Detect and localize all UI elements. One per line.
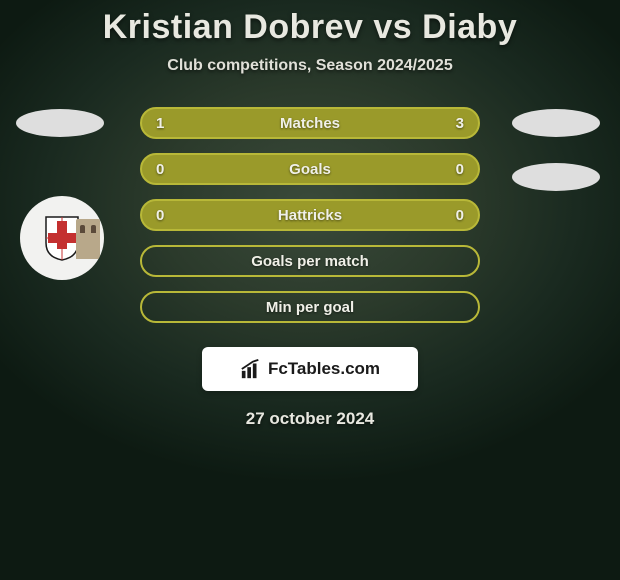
- subtitle: Club competitions, Season 2024/2025: [0, 57, 620, 75]
- stat-left-value: 0: [156, 161, 164, 178]
- page-title: Kristian Dobrev vs Diaby: [0, 8, 620, 47]
- stat-row-min-per-goal: Min per goal: [0, 291, 620, 337]
- club2-logo-placeholder: [512, 163, 600, 191]
- brand-label: FcTables.com: [268, 359, 380, 379]
- stat-label: Hattricks: [278, 207, 342, 224]
- stat-pill-hattricks: 0 Hattricks 0: [140, 199, 480, 231]
- stat-label: Min per goal: [266, 299, 354, 316]
- player2-photo-placeholder: [512, 109, 600, 137]
- stat-right-value: 0: [456, 207, 464, 224]
- date-label: 27 october 2024: [0, 409, 620, 429]
- stat-left-value: 0: [156, 207, 164, 224]
- stat-pill-matches: 1 Matches 3: [140, 107, 480, 139]
- stat-row-goals: 0 Goals 0: [0, 153, 620, 199]
- brand-box[interactable]: FcTables.com: [202, 347, 418, 391]
- stat-right-value: 3: [456, 115, 464, 132]
- stat-label: Goals: [289, 161, 331, 178]
- tower-icon: [76, 219, 100, 259]
- stat-left-value: 1: [156, 115, 164, 132]
- stat-label: Matches: [280, 115, 340, 132]
- player1-photo-placeholder: [16, 109, 104, 137]
- stat-right-value: 0: [456, 161, 464, 178]
- club1-badge: [20, 196, 104, 280]
- stat-row-matches: 1 Matches 3: [0, 107, 620, 153]
- stat-pill-mpg: Min per goal: [140, 291, 480, 323]
- stat-pill-gpm: Goals per match: [140, 245, 480, 277]
- stat-label: Goals per match: [251, 253, 369, 270]
- shield-icon: [44, 215, 80, 261]
- chart-icon: [240, 358, 262, 380]
- stat-pill-goals: 0 Goals 0: [140, 153, 480, 185]
